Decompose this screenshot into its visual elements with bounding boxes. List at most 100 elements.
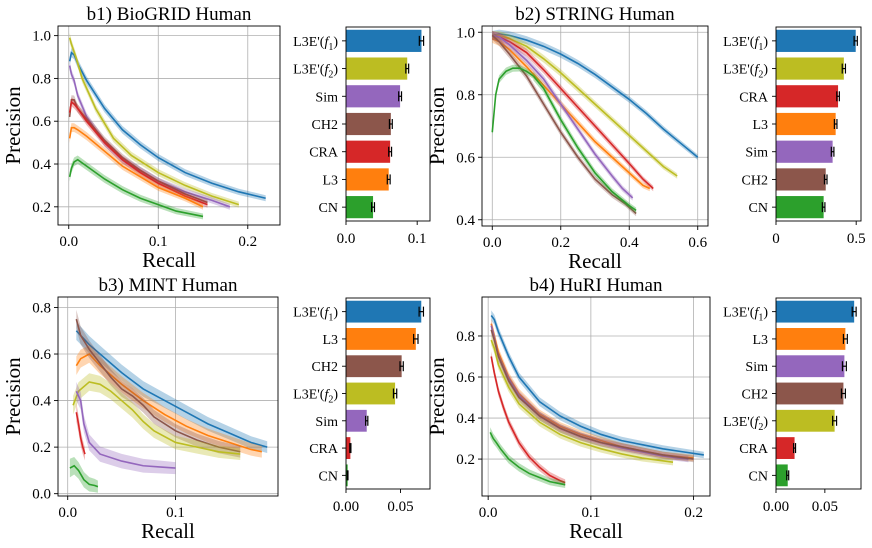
series-band	[491, 351, 566, 486]
bar	[776, 112, 836, 136]
label-tail: )	[333, 388, 338, 403]
x-tick-label: 0	[772, 231, 780, 247]
series-line	[491, 34, 637, 215]
bar-category-label: L3E'(f1)	[723, 306, 768, 324]
y-tick-label: 0.4	[32, 394, 51, 410]
label-text: CN	[749, 201, 768, 216]
label-text: CH2	[742, 173, 768, 188]
label-text: L3E'(	[293, 35, 325, 50]
x-tick-label: 0.1	[166, 505, 185, 521]
bar	[776, 328, 846, 350]
label-text: CRA	[309, 442, 339, 457]
y-tick-label: 0.8	[32, 300, 51, 316]
series-line	[68, 158, 204, 218]
bar	[346, 437, 351, 459]
y-axis-label: Precision	[1, 86, 25, 165]
series-band	[76, 309, 241, 458]
bar-category-label: L3E'(f2)	[723, 415, 768, 433]
x-tick-label: 0.2	[551, 235, 570, 251]
series-line	[68, 37, 240, 206]
label-italic: f	[324, 63, 330, 78]
axes-frame	[481, 296, 711, 497]
x-tick-label: 0.05	[812, 499, 838, 515]
bar	[776, 168, 826, 191]
x-tick-label: 0.6	[688, 235, 707, 251]
bar-category-label: CH2	[742, 173, 768, 188]
x-tick-label: 0.2	[684, 505, 703, 521]
bar-category-label: CH2	[312, 360, 338, 375]
y-tick-label: 0.4	[32, 157, 51, 173]
x-axis-label: Recall	[569, 519, 623, 543]
y-tick-label: 1.0	[456, 25, 475, 41]
bar-category-label: L3E'(f1)	[293, 306, 338, 324]
line-panel-4: 0.0 0.1 0.2 0.2 0.4 0.6 0.8 b4) HuRI Human Recal…	[425, 275, 711, 543]
series-band	[69, 60, 230, 210]
bar	[346, 112, 391, 136]
series-line	[75, 353, 262, 453]
y-tick-label: 0.2	[32, 440, 51, 456]
bar	[346, 140, 391, 163]
line-panel-2: 0.0 0.2 0.4 0.6 0.4 0.6 0.8 1.0 b2) STRING Human…	[425, 4, 709, 273]
label-text: CN	[749, 469, 768, 484]
bar-category-label: CRA	[309, 146, 339, 161]
x-tick-label: 0.0	[479, 505, 498, 521]
x-axis-label: Recall	[568, 249, 622, 273]
x-tick-label: 0.00	[763, 499, 789, 515]
bar	[776, 382, 844, 405]
bar-category-label: L3E'(f2)	[293, 63, 338, 81]
series-line	[68, 100, 208, 206]
label-text: Sim	[745, 146, 768, 161]
panel-title: b4) HuRI Human	[530, 275, 663, 296]
bar	[346, 382, 396, 405]
label-text: L3E'(	[293, 63, 325, 78]
bar	[776, 57, 844, 80]
label-text: CN	[319, 469, 338, 484]
series-line	[492, 32, 699, 158]
bar-category-label: L3E'(f2)	[723, 63, 768, 81]
label-tail: )	[763, 415, 768, 430]
y-tick-label: 0.8	[456, 329, 475, 345]
label-italic: f	[754, 35, 760, 50]
bar-category-label: Sim	[315, 90, 338, 105]
bar-category-label: L3	[322, 333, 338, 348]
x-tick-label: 0.00	[333, 499, 359, 515]
series-line	[68, 126, 204, 208]
label-text: Sim	[315, 90, 338, 105]
x-tick-label: 0.05	[387, 499, 413, 515]
bar	[776, 437, 795, 459]
y-axis-label: Precision	[425, 86, 449, 165]
x-tick-label: 0.0	[58, 505, 77, 521]
series-line	[72, 381, 241, 455]
bar	[346, 29, 422, 52]
line-panel-1: 0.0 0.1 0.2 0.2 0.4 0.6 0.8 1.0 b1) BioGRID Huma…	[1, 4, 281, 272]
y-tick-label: 0.4	[456, 411, 475, 427]
bar	[776, 300, 855, 323]
bar-category-label: CH2	[742, 388, 768, 403]
label-text: L3E'(	[293, 388, 325, 403]
series-line	[491, 67, 534, 133]
bar-category-label: CN	[319, 469, 338, 484]
bar	[346, 300, 422, 323]
line-panel-3: 0.0 0.1 0.0 0.2 0.4 0.6 0.8 b3) MINT Human Recal…	[1, 275, 279, 543]
y-tick-label: 0.6	[456, 370, 475, 386]
bar-category-label: Sim	[745, 146, 768, 161]
y-axis-label: Precision	[425, 357, 449, 436]
series-band	[491, 334, 674, 466]
axes-frame	[345, 297, 431, 490]
label-text: CH2	[742, 388, 768, 403]
series-line	[490, 329, 694, 460]
bar-category-label: CN	[319, 201, 338, 216]
label-text: L3E'(	[723, 306, 755, 321]
axes-frame	[775, 297, 862, 490]
bar-category-label: L3E'(f1)	[723, 35, 768, 53]
series-line	[491, 37, 651, 190]
x-tick-label: 0.0	[483, 235, 502, 251]
y-tick-label: 0.8	[32, 71, 51, 87]
label-text: Sim	[745, 360, 768, 375]
series-line	[490, 314, 704, 456]
label-subscript: 1	[328, 313, 333, 324]
y-tick-label: 0.2	[32, 200, 51, 216]
